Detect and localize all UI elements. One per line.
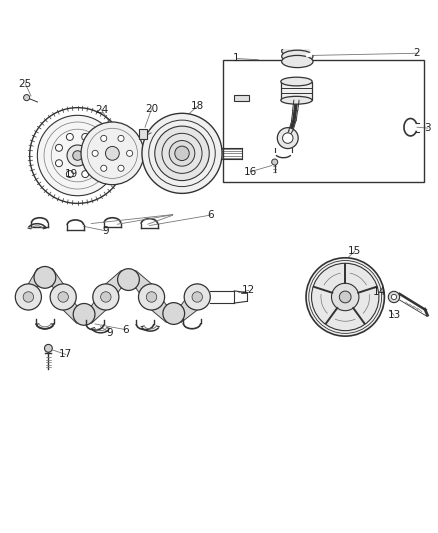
Circle shape — [118, 135, 124, 141]
Circle shape — [118, 165, 124, 171]
Circle shape — [81, 122, 144, 184]
Ellipse shape — [282, 45, 313, 57]
Circle shape — [56, 160, 63, 167]
Circle shape — [272, 159, 278, 165]
Circle shape — [117, 269, 139, 290]
Circle shape — [127, 150, 133, 156]
Circle shape — [37, 115, 118, 196]
Circle shape — [45, 344, 52, 352]
Circle shape — [67, 171, 73, 177]
Bar — [234, 95, 250, 101]
Polygon shape — [106, 271, 152, 310]
Text: 19: 19 — [65, 169, 78, 179]
Circle shape — [389, 292, 399, 303]
Circle shape — [82, 133, 89, 140]
Text: 9: 9 — [102, 226, 109, 236]
Circle shape — [138, 284, 165, 310]
Circle shape — [283, 133, 293, 143]
Circle shape — [169, 141, 195, 166]
Circle shape — [101, 135, 107, 141]
Circle shape — [332, 283, 359, 311]
Text: 16: 16 — [244, 167, 258, 176]
Circle shape — [391, 294, 396, 300]
Circle shape — [34, 266, 56, 288]
Ellipse shape — [281, 96, 312, 104]
Circle shape — [58, 292, 68, 302]
Circle shape — [101, 165, 107, 171]
Polygon shape — [28, 269, 63, 310]
Circle shape — [67, 145, 88, 166]
Circle shape — [142, 114, 222, 193]
Text: 25: 25 — [19, 79, 32, 88]
Circle shape — [101, 292, 111, 302]
Circle shape — [24, 94, 30, 101]
Text: 15: 15 — [348, 246, 361, 256]
Circle shape — [93, 284, 119, 310]
Circle shape — [306, 258, 385, 336]
Text: 13: 13 — [387, 310, 401, 320]
Circle shape — [93, 144, 99, 151]
Circle shape — [56, 144, 63, 151]
Text: 24: 24 — [95, 105, 108, 115]
Circle shape — [23, 292, 34, 302]
Text: 1: 1 — [233, 53, 240, 63]
Polygon shape — [152, 284, 197, 322]
Text: 20: 20 — [145, 104, 158, 114]
Text: 12: 12 — [242, 286, 255, 295]
Circle shape — [311, 263, 379, 330]
Ellipse shape — [282, 55, 313, 68]
Text: 6: 6 — [207, 210, 214, 220]
Circle shape — [73, 303, 95, 325]
Circle shape — [175, 146, 189, 160]
Circle shape — [67, 133, 73, 140]
Circle shape — [163, 303, 185, 325]
Circle shape — [339, 291, 351, 303]
Text: 6: 6 — [122, 325, 129, 335]
Circle shape — [50, 284, 76, 310]
Text: 14: 14 — [373, 287, 386, 297]
Circle shape — [155, 126, 209, 181]
Circle shape — [73, 151, 82, 160]
Ellipse shape — [282, 50, 313, 62]
Text: 9: 9 — [106, 328, 113, 337]
Circle shape — [192, 292, 202, 302]
Circle shape — [93, 160, 99, 167]
Polygon shape — [63, 284, 106, 323]
Bar — [281, 82, 312, 100]
Bar — [139, 130, 147, 139]
Text: 2: 2 — [414, 49, 420, 58]
Text: 17: 17 — [59, 350, 72, 359]
Circle shape — [146, 292, 157, 302]
Circle shape — [92, 150, 98, 156]
Circle shape — [106, 147, 119, 160]
Text: 18: 18 — [191, 101, 204, 111]
Ellipse shape — [281, 77, 312, 86]
Circle shape — [277, 128, 298, 149]
Text: 3: 3 — [424, 123, 431, 133]
Circle shape — [184, 284, 210, 310]
Circle shape — [15, 284, 42, 310]
Bar — [223, 60, 424, 182]
Circle shape — [82, 171, 89, 177]
